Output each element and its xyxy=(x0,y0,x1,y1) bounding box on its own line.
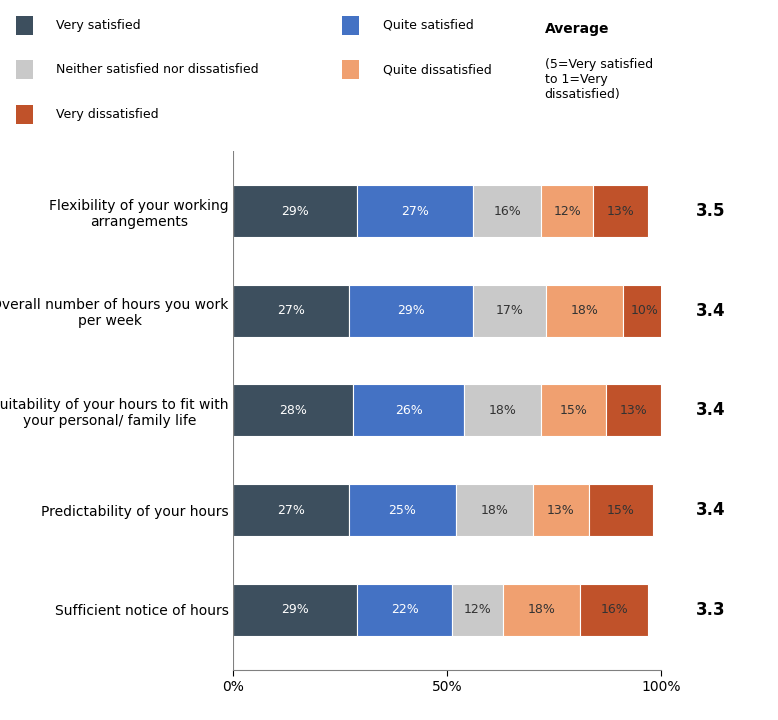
Text: 27%: 27% xyxy=(277,503,305,516)
Text: 13%: 13% xyxy=(547,503,575,516)
Text: 10%: 10% xyxy=(630,305,658,318)
Bar xyxy=(233,285,349,337)
Bar xyxy=(349,484,456,536)
Text: 18%: 18% xyxy=(570,305,598,318)
Text: 27%: 27% xyxy=(401,204,429,217)
Bar xyxy=(622,285,665,337)
Text: 29%: 29% xyxy=(397,305,425,318)
Bar xyxy=(588,484,653,536)
Text: 29%: 29% xyxy=(282,204,310,217)
Bar xyxy=(605,384,661,436)
Bar xyxy=(473,185,541,237)
Text: Very dissatisfied: Very dissatisfied xyxy=(56,108,159,121)
Bar xyxy=(593,185,648,237)
Text: Very satisfied: Very satisfied xyxy=(56,19,141,32)
Text: 26%: 26% xyxy=(395,404,422,417)
Text: 3.4: 3.4 xyxy=(696,302,725,320)
Bar xyxy=(580,584,649,636)
Bar xyxy=(464,384,541,436)
Bar xyxy=(473,285,546,337)
Text: 12%: 12% xyxy=(553,204,581,217)
Text: 25%: 25% xyxy=(388,503,416,516)
Bar xyxy=(541,185,593,237)
Bar xyxy=(357,185,473,237)
Bar xyxy=(349,285,473,337)
Text: Quite satisfied: Quite satisfied xyxy=(383,19,474,32)
Text: 22%: 22% xyxy=(391,603,419,616)
Text: 13%: 13% xyxy=(607,204,635,217)
Bar xyxy=(233,484,349,536)
Text: 29%: 29% xyxy=(282,603,310,616)
Text: 3.5: 3.5 xyxy=(696,202,725,220)
Text: 17%: 17% xyxy=(496,305,524,318)
Text: 3.4: 3.4 xyxy=(696,501,725,519)
Bar xyxy=(456,484,533,536)
Text: 12%: 12% xyxy=(464,603,491,616)
Text: 18%: 18% xyxy=(481,503,508,516)
Bar xyxy=(451,584,503,636)
Bar xyxy=(503,584,580,636)
Bar xyxy=(357,584,451,636)
Text: Quite dissatisfied: Quite dissatisfied xyxy=(383,63,492,76)
Bar xyxy=(353,384,464,436)
Text: 28%: 28% xyxy=(279,404,307,417)
Text: 18%: 18% xyxy=(489,404,517,417)
Text: 18%: 18% xyxy=(527,603,555,616)
Text: 3.4: 3.4 xyxy=(696,401,725,419)
Text: (5=Very satisfied
to 1=Very
dissatisfied): (5=Very satisfied to 1=Very dissatisfied… xyxy=(545,58,653,101)
Text: 3.3: 3.3 xyxy=(696,600,725,618)
Text: 15%: 15% xyxy=(559,404,587,417)
Text: Neither satisfied nor dissatisfied: Neither satisfied nor dissatisfied xyxy=(56,63,258,76)
Bar xyxy=(233,384,353,436)
Bar xyxy=(533,484,588,536)
Text: Average: Average xyxy=(545,22,609,35)
Text: 16%: 16% xyxy=(493,204,521,217)
Bar xyxy=(233,185,357,237)
Bar xyxy=(233,584,357,636)
Bar xyxy=(546,285,623,337)
Text: 15%: 15% xyxy=(607,503,635,516)
Bar xyxy=(541,384,606,436)
Text: 16%: 16% xyxy=(601,603,628,616)
Text: 27%: 27% xyxy=(277,305,305,318)
Text: 13%: 13% xyxy=(619,404,647,417)
